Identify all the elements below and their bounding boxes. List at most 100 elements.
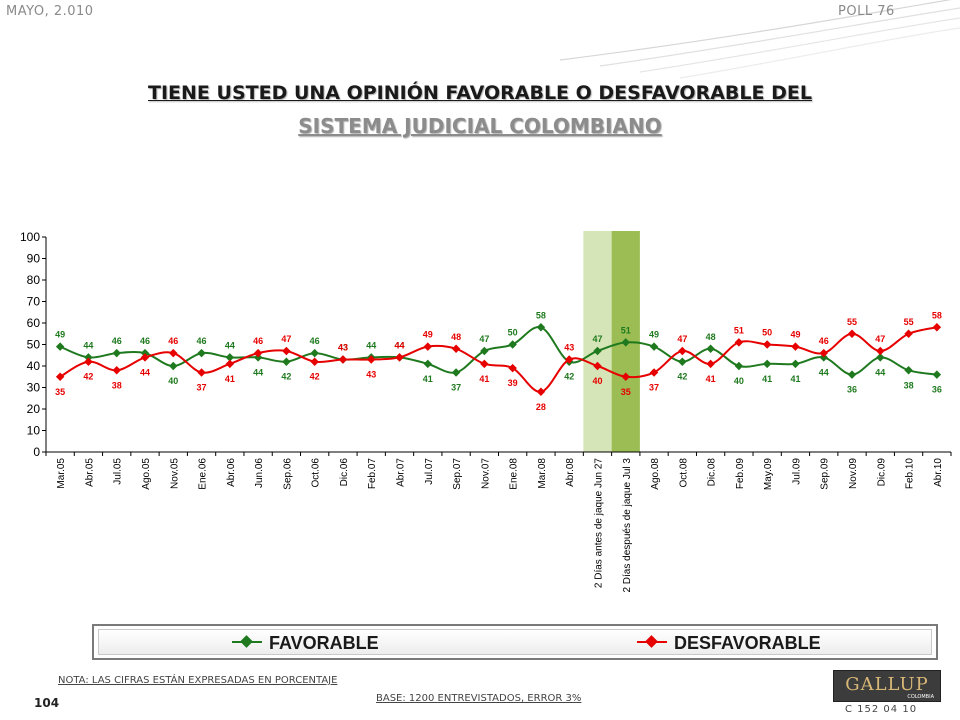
swoosh-line [679, 27, 960, 79]
data-label-desfavorable: 49 [790, 330, 800, 340]
marker-desfavorable [423, 342, 433, 351]
data-label-desfavorable: 50 [762, 328, 772, 338]
data-label-favorable: 36 [932, 385, 942, 395]
data-label-favorable: 58 [536, 310, 546, 320]
marker-favorable [762, 359, 772, 369]
header-poll: POLL 76 [838, 4, 895, 19]
data-label-desfavorable: 39 [508, 378, 518, 388]
data-label-favorable: 41 [423, 374, 433, 384]
chart-title-line1: TIENE USTED UNA OPINIÓN FAVORABLE O DESF… [148, 82, 812, 104]
data-label-desfavorable: 43 [338, 343, 348, 353]
data-label-desfavorable: 47 [281, 334, 291, 344]
legend-inner: FAVORABLE DESFAVORABLE [98, 629, 932, 655]
x-tick-label: Feb.09 [735, 458, 746, 490]
marker-desfavorable [706, 359, 715, 369]
marker-desfavorable [395, 353, 404, 362]
decorative-swooshes [559, 0, 960, 79]
marker-desfavorable [876, 346, 885, 356]
data-label-favorable: 42 [677, 372, 687, 382]
data-label-desfavorable: 46 [253, 336, 263, 346]
marker-desfavorable [451, 344, 461, 354]
marker-desfavorable [791, 342, 800, 351]
x-tick-label: Sep.06 [282, 458, 293, 490]
x-tick-label: Feb.07 [367, 458, 378, 490]
data-label-desfavorable: 40 [592, 376, 602, 386]
data-label-favorable: 44 [225, 340, 235, 350]
data-label-desfavorable: 47 [875, 334, 885, 344]
data-label-desfavorable: 44 [395, 340, 405, 350]
y-tick-label: 0 [33, 445, 40, 459]
footer-code: C 152 04 10 [845, 704, 918, 715]
data-label-favorable: 48 [706, 332, 716, 342]
marker-desfavorable [169, 348, 178, 358]
data-label-favorable: 44 [819, 367, 829, 377]
y-tick-label: 60 [27, 316, 41, 330]
x-tick-label: Jul.09 [791, 458, 802, 485]
x-tick-label: Dic.08 [707, 458, 718, 487]
data-label-desfavorable: 41 [225, 374, 235, 384]
chart-axes [45, 237, 951, 453]
data-labels: 49 44 46 46 40 46 44 44 42 46 43 44 44 41 37 47 50 58 42 47… [55, 310, 942, 412]
marker-favorable [593, 346, 602, 356]
data-label-favorable: 44 [253, 367, 263, 377]
marker-desfavorable [112, 366, 121, 375]
data-label-desfavorable: 37 [649, 382, 659, 392]
data-label-desfavorable: 58 [932, 310, 942, 320]
marker-favorable [480, 346, 489, 356]
y-axis-ticks: 0 10 20 30 40 50 60 70 80 90 100 [20, 230, 46, 459]
marker-desfavorable [197, 368, 206, 377]
gallup-logo: GALLUP COLOMBIA [833, 670, 941, 702]
data-label-favorable: 49 [55, 330, 65, 340]
marker-desfavorable [282, 346, 291, 356]
page-number: 104 [34, 696, 60, 710]
marker-favorable [649, 342, 659, 351]
x-tick-label: Feb.10 [905, 458, 916, 490]
data-label-desfavorable: 28 [536, 402, 546, 412]
marker-favorable [310, 348, 319, 358]
data-label-favorable: 44 [366, 340, 376, 350]
data-label-desfavorable: 49 [423, 330, 433, 340]
x-tick-label: Jul.07 [424, 458, 435, 485]
marker-favorable [169, 361, 178, 371]
marker-desfavorable [55, 372, 65, 381]
marker-desfavorable [338, 355, 348, 364]
swoosh-line [559, 0, 952, 61]
x-tick-label: Abr.10 [933, 458, 944, 487]
data-label-favorable: 44 [875, 367, 885, 377]
x-tick-label: Abr.06 [226, 458, 237, 487]
data-label-desfavorable: 44 [140, 367, 150, 377]
y-tick-label: 90 [27, 252, 41, 266]
data-label-desfavorable: 55 [904, 317, 914, 327]
data-label-favorable: 47 [592, 334, 602, 344]
data-label-favorable: 44 [395, 340, 405, 350]
marker-favorable [451, 368, 461, 377]
legend-favorable-marker-icon [240, 635, 253, 648]
data-label-favorable: 40 [734, 376, 744, 386]
marker-favorable [876, 353, 885, 362]
marker-favorable [932, 370, 942, 379]
x-axis-ticks: Mar.05 Abr.05 Jul.05 Ago.05 Nov.05 Ene.06 Abr.… [45, 452, 952, 593]
x-tick-label: 2 Días antes de jaque Jun 27 [593, 458, 604, 589]
x-tick-label: Ago.08 [650, 458, 661, 490]
x-tick-label: Ene.08 [509, 458, 520, 490]
marker-desfavorable [564, 355, 574, 364]
marker-favorable [706, 344, 715, 354]
y-tick-label: 100 [20, 230, 40, 244]
data-label-favorable: 46 [112, 336, 122, 346]
x-tick-label: Nov.09 [848, 458, 859, 489]
marker-desfavorable [621, 372, 631, 381]
data-label-favorable: 42 [281, 372, 291, 382]
marker-favorable [225, 353, 235, 362]
data-label-desfavorable: 37 [197, 382, 207, 392]
marker-favorable [508, 340, 517, 349]
y-tick-label: 20 [27, 402, 41, 416]
marker-desfavorable [734, 338, 744, 347]
marker-favorable [140, 348, 150, 358]
marker-desfavorable [140, 353, 150, 362]
marker-desfavorable [847, 329, 857, 338]
data-label-favorable: 46 [310, 336, 320, 346]
marker-desfavorable [678, 346, 687, 356]
marker-favorable [734, 361, 744, 371]
x-tick-label: Sep.07 [452, 458, 463, 490]
data-label-desfavorable: 41 [706, 374, 716, 384]
